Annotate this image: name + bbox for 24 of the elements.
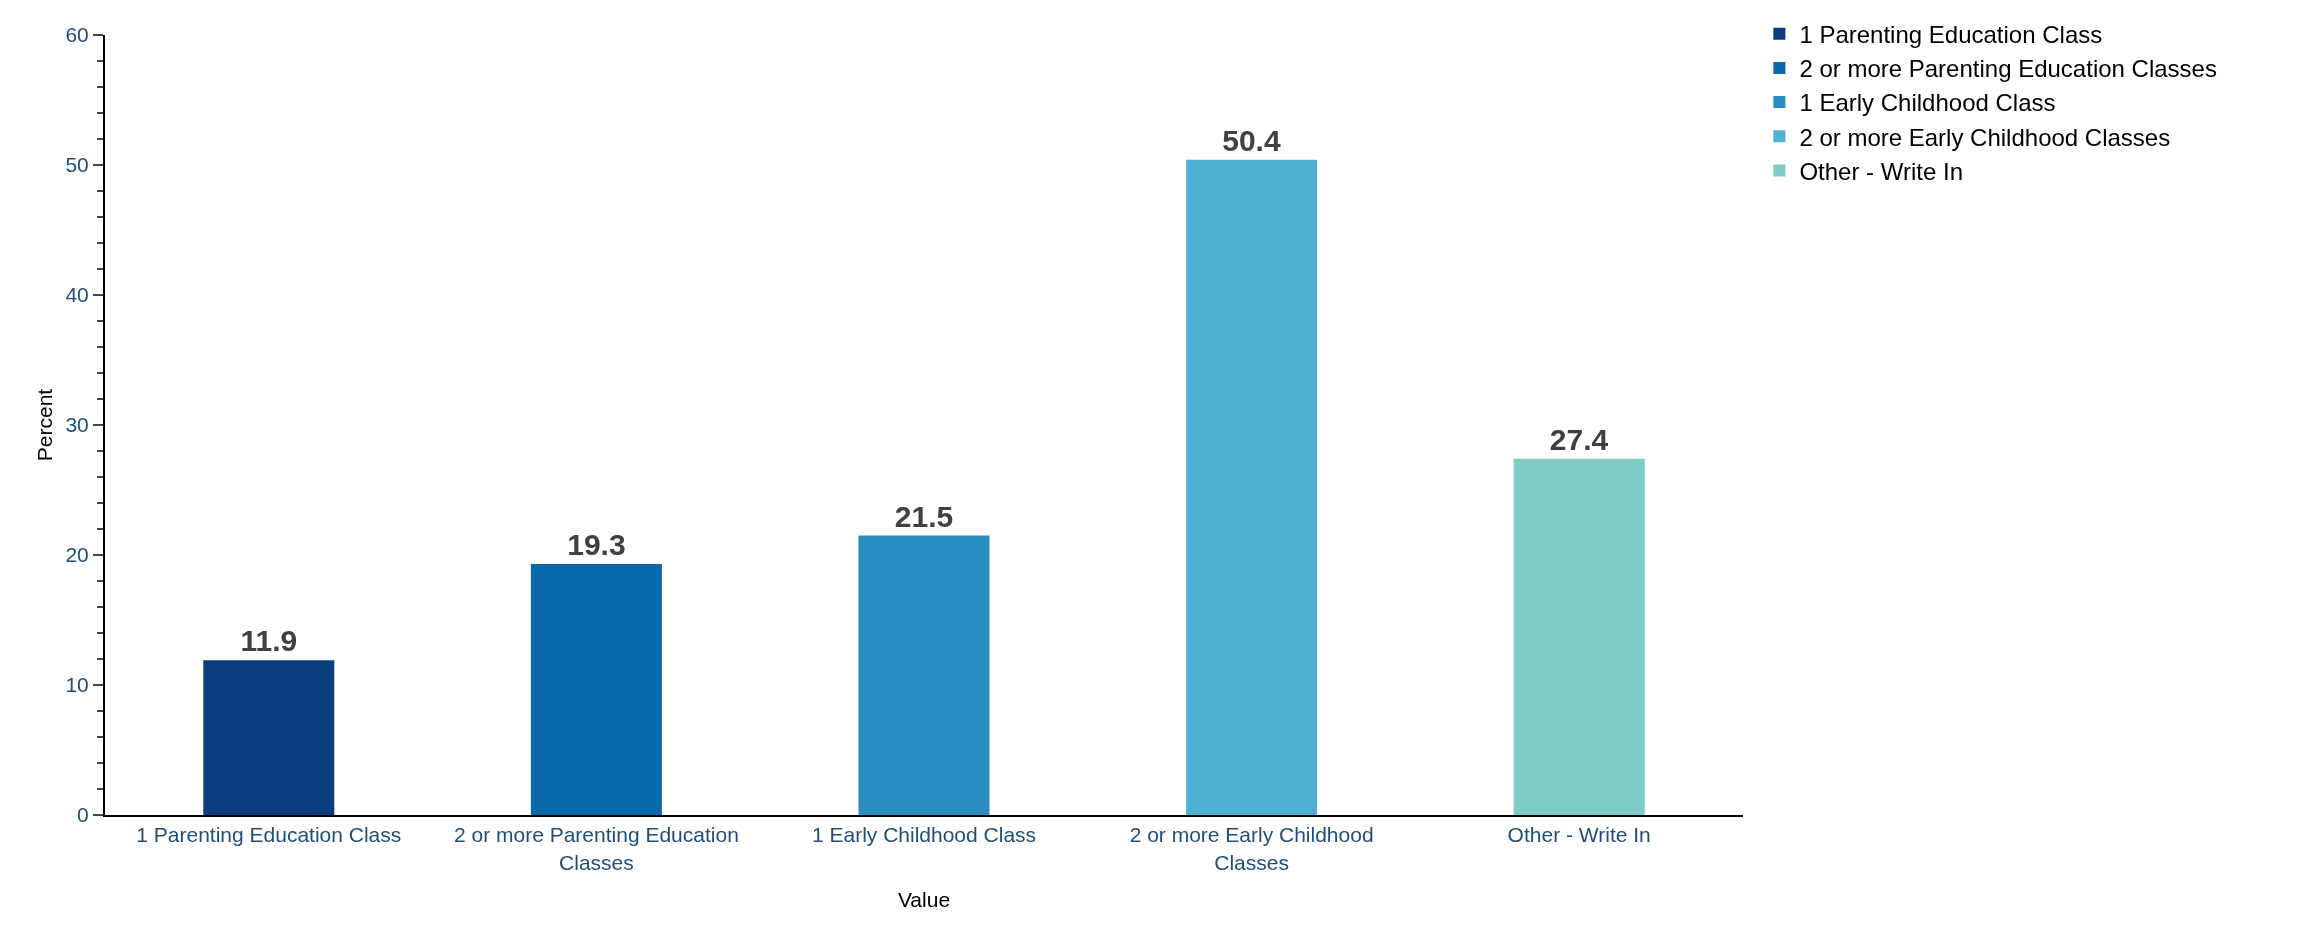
x-tick-label: 1 Parenting Education Class bbox=[136, 823, 402, 847]
y-tick-label: 0 bbox=[77, 803, 89, 827]
x-tick-label: 2 or more Parenting Education Classes bbox=[453, 823, 739, 874]
data-label: 11.9 bbox=[240, 624, 298, 658]
legend-label: 2 or more Early Childhood Classes bbox=[1799, 123, 2171, 151]
data-label: 19.3 bbox=[567, 528, 626, 562]
y-tick-label: 50 bbox=[65, 153, 89, 177]
y-tick-label: 60 bbox=[65, 23, 89, 47]
legend-label: 2 or more Parenting Education Classes bbox=[1799, 55, 2217, 83]
y-axis-title: Percent bbox=[33, 388, 56, 462]
data-label: 50.4 bbox=[1222, 123, 1281, 157]
x-tick-label: Other - Write In bbox=[1507, 823, 1651, 847]
data-label: 27.4 bbox=[1549, 422, 1609, 456]
y-tick-label: 10 bbox=[65, 673, 89, 697]
legend-label: 1 Parenting Education Class bbox=[1799, 21, 2103, 49]
y-tick-label: 20 bbox=[65, 543, 89, 567]
x-tick-label: 2 or more Early Childhood Classes bbox=[1129, 823, 1374, 874]
data-label: 21.5 bbox=[894, 499, 954, 533]
x-axis-title: Value bbox=[897, 888, 951, 912]
x-tick-label: 1 Early Childhood Class bbox=[811, 823, 1037, 847]
y-tick-label: 40 bbox=[65, 283, 89, 307]
legend-label: 1 Early Childhood Class bbox=[1799, 89, 2056, 117]
legend-label: Other - Write In bbox=[1799, 157, 1963, 185]
y-tick-label: 30 bbox=[65, 413, 89, 437]
